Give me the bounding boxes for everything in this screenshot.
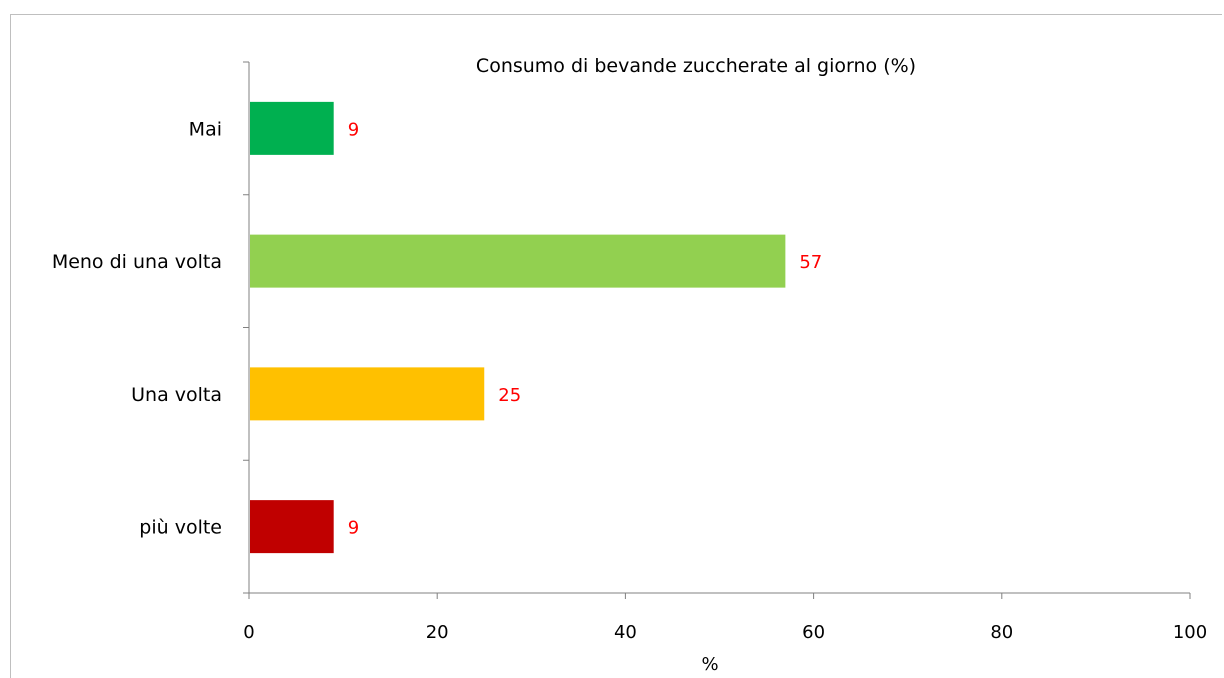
x-tick-label: 40 — [614, 622, 637, 643]
bar — [250, 101, 334, 155]
bar — [250, 500, 334, 554]
chart-title: Consumo di bevande zuccherate al giorno … — [476, 55, 916, 77]
data-label: 57 — [799, 252, 822, 273]
data-label: 9 — [348, 119, 359, 140]
x-tick-label: 20 — [426, 622, 449, 643]
x-tick-label: 80 — [990, 622, 1013, 643]
bar — [250, 367, 485, 421]
category-label: Una volta — [131, 384, 222, 406]
x-tick-label: 100 — [1173, 622, 1207, 643]
x-tick-label: 60 — [802, 622, 825, 643]
bars — [250, 101, 786, 554]
category-label: Mai — [189, 118, 222, 140]
data-labels: 9 57 25 9 — [348, 119, 823, 538]
chart-frame — [10, 14, 1222, 678]
axes — [243, 61, 1191, 599]
category-label: Meno di una volta — [52, 251, 222, 273]
x-axis-label: % — [701, 654, 718, 675]
data-label: 25 — [498, 385, 521, 406]
data-label: 9 — [348, 518, 359, 539]
category-label: più volte — [139, 517, 222, 539]
x-tick-labels: 0 20 40 60 80 100 — [243, 622, 1207, 643]
bar — [250, 234, 786, 288]
category-labels: Mai Meno di una volta Una volta più volte — [52, 118, 222, 538]
x-tick-label: 0 — [243, 622, 254, 643]
